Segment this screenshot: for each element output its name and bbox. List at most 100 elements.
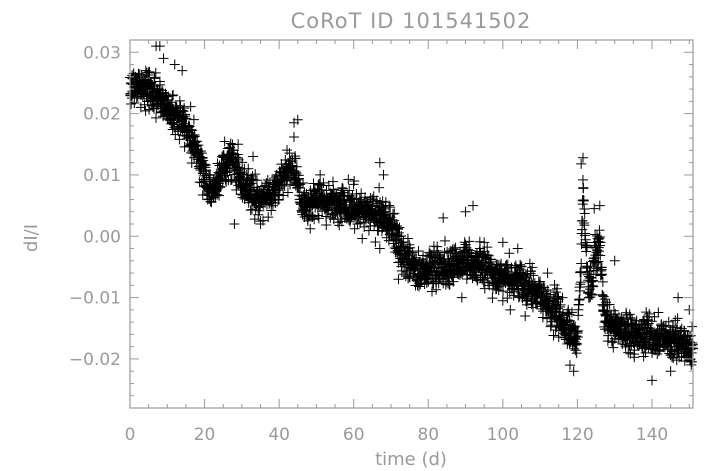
data-point <box>456 292 467 303</box>
data-point <box>686 347 697 358</box>
x-tick-label: 100 <box>487 425 519 445</box>
data-point <box>595 250 606 261</box>
data-point <box>427 286 438 297</box>
data-point <box>649 311 660 322</box>
data-point <box>374 243 385 254</box>
data-point <box>589 203 600 214</box>
plot-frame <box>129 39 694 409</box>
data-point <box>196 146 207 157</box>
data-point <box>516 261 527 272</box>
data-point <box>402 233 413 244</box>
data-point <box>578 152 589 163</box>
data-point <box>432 245 443 256</box>
data-point <box>352 219 363 230</box>
data-point <box>214 190 225 201</box>
data-point <box>604 299 615 310</box>
data-point <box>219 136 230 147</box>
data-point <box>505 304 516 315</box>
data-point <box>387 209 398 220</box>
data-point <box>464 236 475 247</box>
data-point <box>413 281 424 292</box>
data-point <box>493 285 504 296</box>
data-point <box>557 292 568 303</box>
data-point <box>564 360 575 371</box>
data-point <box>575 277 586 288</box>
y-tick-label: 0.03 <box>83 43 121 63</box>
data-point <box>603 330 614 341</box>
data-point <box>394 222 405 233</box>
data-point <box>553 331 564 342</box>
data-point <box>185 124 196 135</box>
data-point <box>305 223 316 234</box>
data-point <box>564 315 575 326</box>
data-point <box>646 316 657 327</box>
data-point <box>595 237 606 248</box>
data-point <box>498 286 509 297</box>
data-point <box>288 131 299 142</box>
data-point <box>384 200 395 211</box>
data-point <box>676 323 687 334</box>
data-point <box>372 198 383 209</box>
data-point <box>497 237 508 248</box>
x-tick-label: 120 <box>561 425 593 445</box>
data-point <box>593 246 604 257</box>
data-point <box>237 157 248 168</box>
data-point <box>149 73 160 84</box>
data-point <box>155 79 166 90</box>
data-point <box>169 59 180 70</box>
data-point <box>553 294 564 305</box>
x-tick-label: 80 <box>417 425 439 445</box>
data-point <box>168 89 179 100</box>
data-point <box>250 169 261 180</box>
data-point <box>396 231 407 242</box>
data-point <box>568 366 579 377</box>
data-point <box>229 219 240 229</box>
data-point <box>487 293 498 304</box>
data-point <box>581 242 592 253</box>
y-tick-label: 0.02 <box>83 105 121 125</box>
data-point <box>459 237 470 248</box>
data-point <box>625 312 636 323</box>
data-point <box>378 169 389 180</box>
data-point <box>403 273 414 284</box>
data-point <box>594 200 605 211</box>
data-point <box>449 244 460 255</box>
data-point <box>593 256 604 267</box>
data-point <box>248 151 259 162</box>
data-point <box>609 255 620 266</box>
data-point <box>285 179 296 190</box>
data-point <box>357 233 368 244</box>
data-point <box>665 366 676 377</box>
chart-title: CoRoT ID 101541502 <box>291 9 532 33</box>
data-point <box>177 65 188 76</box>
data-point <box>150 112 161 123</box>
data-point <box>363 225 374 236</box>
data-point <box>405 242 416 253</box>
data-point <box>570 345 581 356</box>
data-point <box>687 321 698 332</box>
data-point <box>508 290 519 301</box>
data-point <box>578 182 589 193</box>
y-tick-label: −0.02 <box>69 350 121 370</box>
data-point <box>521 290 532 301</box>
data-point <box>576 158 587 169</box>
data-point <box>591 257 602 268</box>
data-point <box>255 219 266 229</box>
data-point <box>412 280 423 291</box>
data-point <box>230 152 241 163</box>
data-point <box>274 189 285 200</box>
data-point <box>167 90 178 101</box>
data-point <box>653 307 664 318</box>
data-point <box>235 167 246 178</box>
data-point <box>221 176 232 187</box>
data-point <box>144 104 155 115</box>
data-point <box>158 53 169 64</box>
y-tick-label: 0.01 <box>83 166 121 186</box>
data-point <box>597 276 608 287</box>
data-point <box>307 211 318 222</box>
data-point <box>349 223 360 234</box>
data-point <box>302 215 313 226</box>
data-point <box>321 211 332 222</box>
data-point <box>407 247 418 258</box>
data-point <box>644 308 655 319</box>
